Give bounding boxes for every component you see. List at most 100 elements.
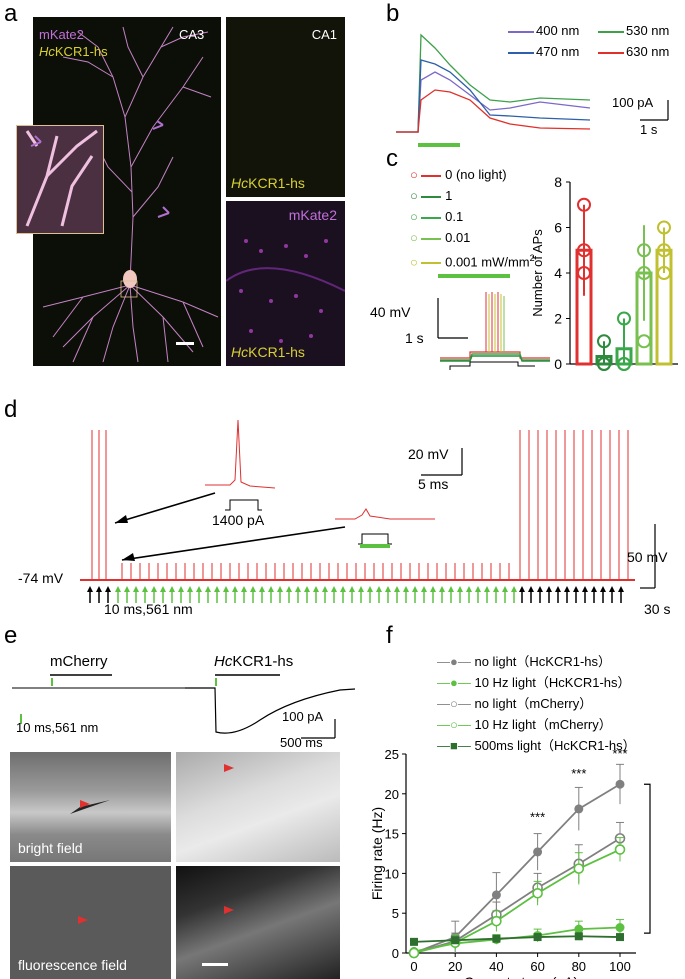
stim-arrow-head	[295, 586, 301, 592]
data-point	[491, 915, 502, 927]
stim-arrow-head	[349, 586, 355, 592]
data-point	[597, 334, 611, 349]
data-point	[577, 243, 591, 258]
bright-field-mcherry: bright field	[10, 752, 171, 862]
stim-arrow-head	[564, 586, 570, 592]
inset-subthreshold	[335, 508, 435, 520]
data-point	[574, 924, 584, 934]
stim-arrow-head	[340, 586, 346, 592]
y-axis-label: Number of APs	[532, 229, 545, 317]
data-point	[615, 779, 625, 789]
light-bar-b	[418, 143, 460, 147]
stim-arrow-head	[394, 586, 400, 592]
stim-arrow-head	[600, 586, 606, 592]
stim-arrow-head	[214, 586, 220, 592]
bright-field-hckcr1	[176, 752, 340, 862]
scale-100pa-e: 100 pA	[282, 709, 324, 724]
legend-line-630	[598, 52, 624, 54]
data-point	[410, 937, 418, 946]
panel-c-traces	[437, 274, 550, 370]
series-line	[413, 848, 621, 954]
panel-b-traces	[396, 33, 669, 147]
legend-f-3: —○— 10 Hz light（mCherry）	[437, 717, 612, 732]
panel-label-c: c	[386, 145, 398, 172]
panel-f-legend: —●— no light（HcKCR1-hs） —●— 10 Hz light（…	[437, 651, 636, 756]
stim-arrow-head	[367, 586, 373, 592]
scale-40mv: 40 mV	[370, 304, 411, 320]
data-point	[617, 311, 631, 326]
legend-c-4: ○ 0.001 mW/mm2	[410, 253, 535, 270]
stim-arrow-head	[268, 586, 274, 592]
e-title-hckcr1: HcKCR1-hs	[214, 653, 294, 670]
legend-f-4: —■— 500ms light（HcKCR1-hs）	[437, 738, 636, 753]
stim-arrow-head	[322, 586, 328, 592]
inset-step-1	[225, 499, 262, 511]
y-tick-label: 2	[554, 311, 562, 327]
data-point	[614, 844, 626, 855]
data-point	[491, 890, 501, 900]
x-tick-label: 40	[489, 959, 503, 974]
scale-500ms: 500 ms	[280, 735, 323, 750]
stim-arrow-head	[457, 586, 463, 592]
scale-20mv: 20 mV	[408, 446, 449, 462]
inset-step-2	[358, 533, 392, 545]
scale-100pa: 100 pA	[612, 95, 654, 110]
data-point	[657, 243, 671, 258]
stim-arrow-head	[151, 586, 157, 592]
fluorescence-hckcr1	[176, 866, 340, 979]
data-point	[637, 334, 651, 349]
stim-arrow-head	[502, 586, 508, 592]
y-tick-label: 5	[392, 906, 399, 921]
y-axis-label: Firing rate (Hz)	[370, 807, 385, 900]
trace-400nm	[396, 71, 591, 133]
comparison-bracket	[644, 783, 651, 934]
stim-arrow-head	[133, 586, 139, 592]
ca1-region-label: CA1	[311, 27, 337, 42]
significance-mark: ***	[530, 810, 545, 825]
legend-f-0: —●— no light（HcKCR1-hs）	[437, 654, 612, 669]
legend-c-0: ○ 0 (no light)	[410, 167, 507, 182]
arrow-to-spike	[114, 492, 216, 524]
stim-arrow-head	[259, 586, 265, 592]
stim-arrow-head	[124, 586, 130, 592]
significance-mark: ***	[571, 766, 586, 781]
data-point	[617, 357, 631, 371]
legend-c-3: ○ 0.01	[410, 230, 471, 245]
data-point	[597, 357, 611, 371]
legend-line-530	[598, 31, 624, 33]
panel-label-e: e	[4, 622, 18, 649]
data-point	[533, 847, 543, 857]
panel-label-d: d	[4, 396, 18, 423]
bright-field-label: bright field	[18, 840, 83, 856]
legend-470nm: 470 nm	[536, 44, 580, 59]
panel-label-a: a	[4, 0, 18, 27]
data-point	[577, 266, 591, 280]
y-tick-label: 8	[554, 174, 562, 190]
stim-arrow-head	[160, 586, 166, 592]
panel-d-recording	[80, 420, 656, 603]
fluorescence-mcherry: fluorescence field	[10, 866, 171, 979]
data-point	[574, 932, 583, 941]
series-line	[413, 935, 621, 943]
y-tick-label: 6	[554, 220, 562, 236]
stim-arrow-head	[96, 586, 102, 592]
ap-bar-chart: 0 2 4 6 8 Number of APs	[532, 174, 678, 372]
inset-1400pa: 1400 pA	[212, 512, 265, 528]
stim-arrow-head	[475, 586, 481, 592]
ca3-region-label: CA3	[179, 27, 205, 42]
stim-arrow-head	[511, 586, 517, 592]
stim-arrow-head	[421, 586, 427, 592]
y-tick-label: 0	[554, 356, 562, 372]
stim-arrow-head	[105, 586, 111, 592]
stim-arrow-head	[187, 586, 193, 592]
stim-arrow-head	[196, 586, 202, 592]
stim-arrow-head	[232, 586, 238, 592]
stim-arrow-head	[591, 586, 597, 592]
stim-arrow-head	[87, 586, 93, 592]
inset-light-bar	[360, 544, 390, 548]
stim-arrow-head	[331, 586, 337, 592]
stim-arrow-head	[484, 586, 490, 592]
legend-c-2: ○ 0.1	[410, 209, 464, 224]
x-tick-label: 0	[410, 959, 417, 974]
ca3-mkate2-label: mKate2	[39, 27, 84, 42]
